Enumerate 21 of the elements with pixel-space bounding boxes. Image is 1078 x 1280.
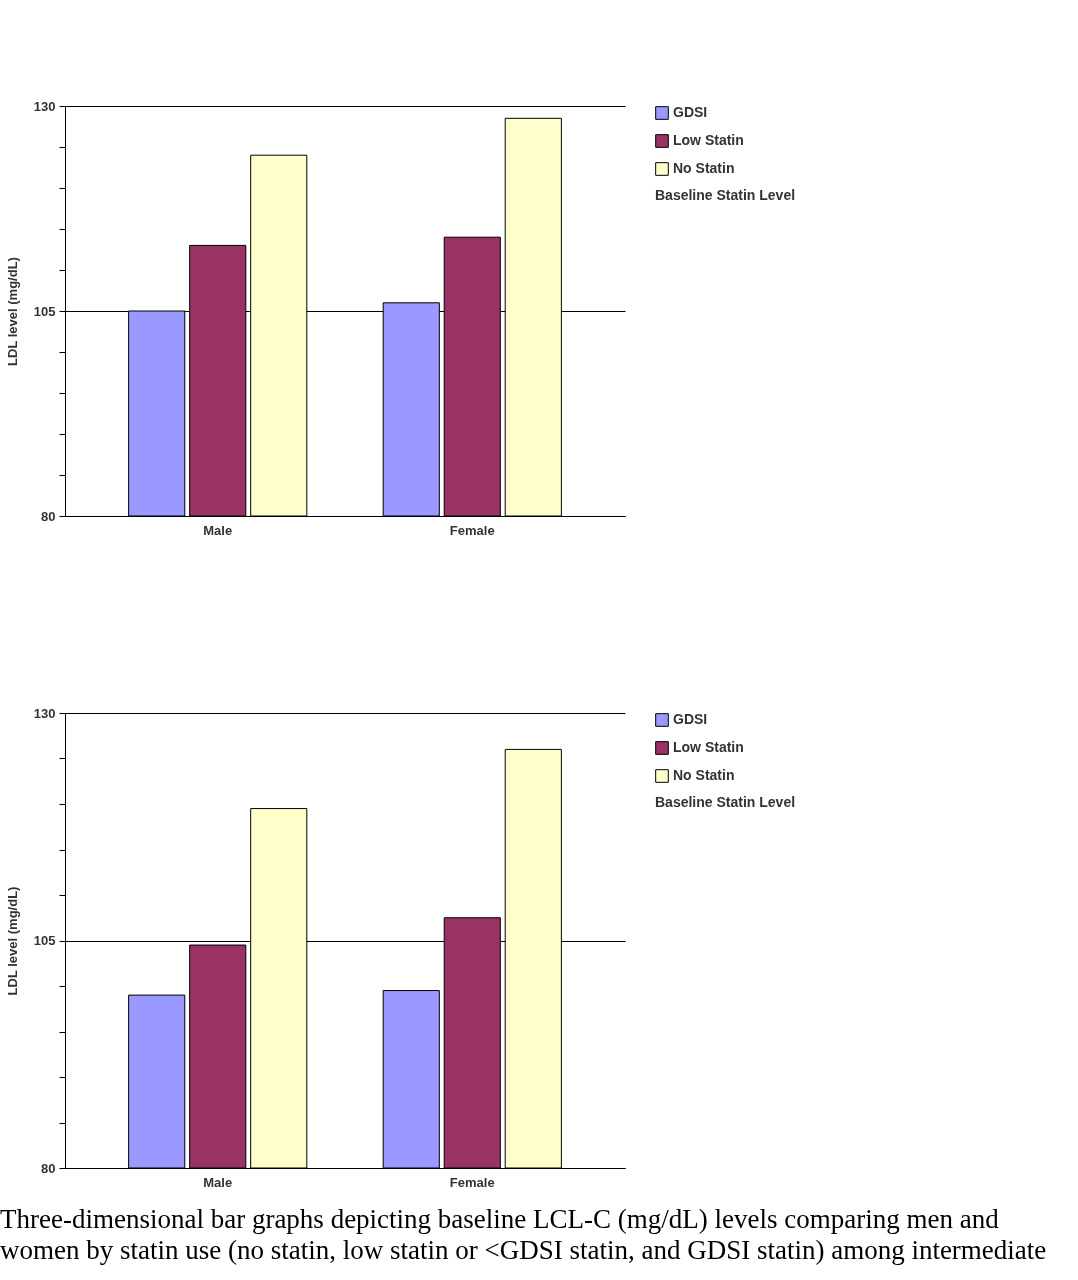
y-tick-label: 80 (41, 508, 56, 524)
x-tick-label: Male (203, 522, 233, 538)
legend-title: Baseline Statin Level (655, 187, 796, 203)
y-tick-label: 80 (41, 1160, 56, 1176)
legend-label: GDSI (673, 104, 708, 120)
y-tick-label: 105 (33, 303, 56, 319)
legend-label: No Statin (673, 160, 735, 176)
y-axis-title: LDL level (mg/dL) (4, 257, 20, 366)
y-tick-label: 130 (33, 98, 56, 114)
x-tick-label: Male (203, 1174, 233, 1190)
legend-label: Low Statin (673, 739, 744, 755)
x-tick-label: Female (449, 1174, 495, 1190)
legend-label: No Statin (673, 767, 735, 783)
x-tick-label: Female (449, 522, 495, 538)
legend-label: GDSI (673, 711, 708, 727)
legend-title: Baseline Statin Level (655, 794, 796, 810)
y-axis-title: LDL level (mg/dL) (4, 886, 20, 996)
legend-label: Low Statin (673, 132, 744, 148)
text: Three-dimensional bar graphs depicting baseline LCL-C (mg/dL) levels comparing men and women by statin use (no statin, low statin or <GDSI statin, and GDSI statin) among intermediate (0, 1204, 1048, 1266)
y-tick-label: 105 (33, 933, 56, 948)
y-tick-label: 130 (33, 705, 56, 721)
